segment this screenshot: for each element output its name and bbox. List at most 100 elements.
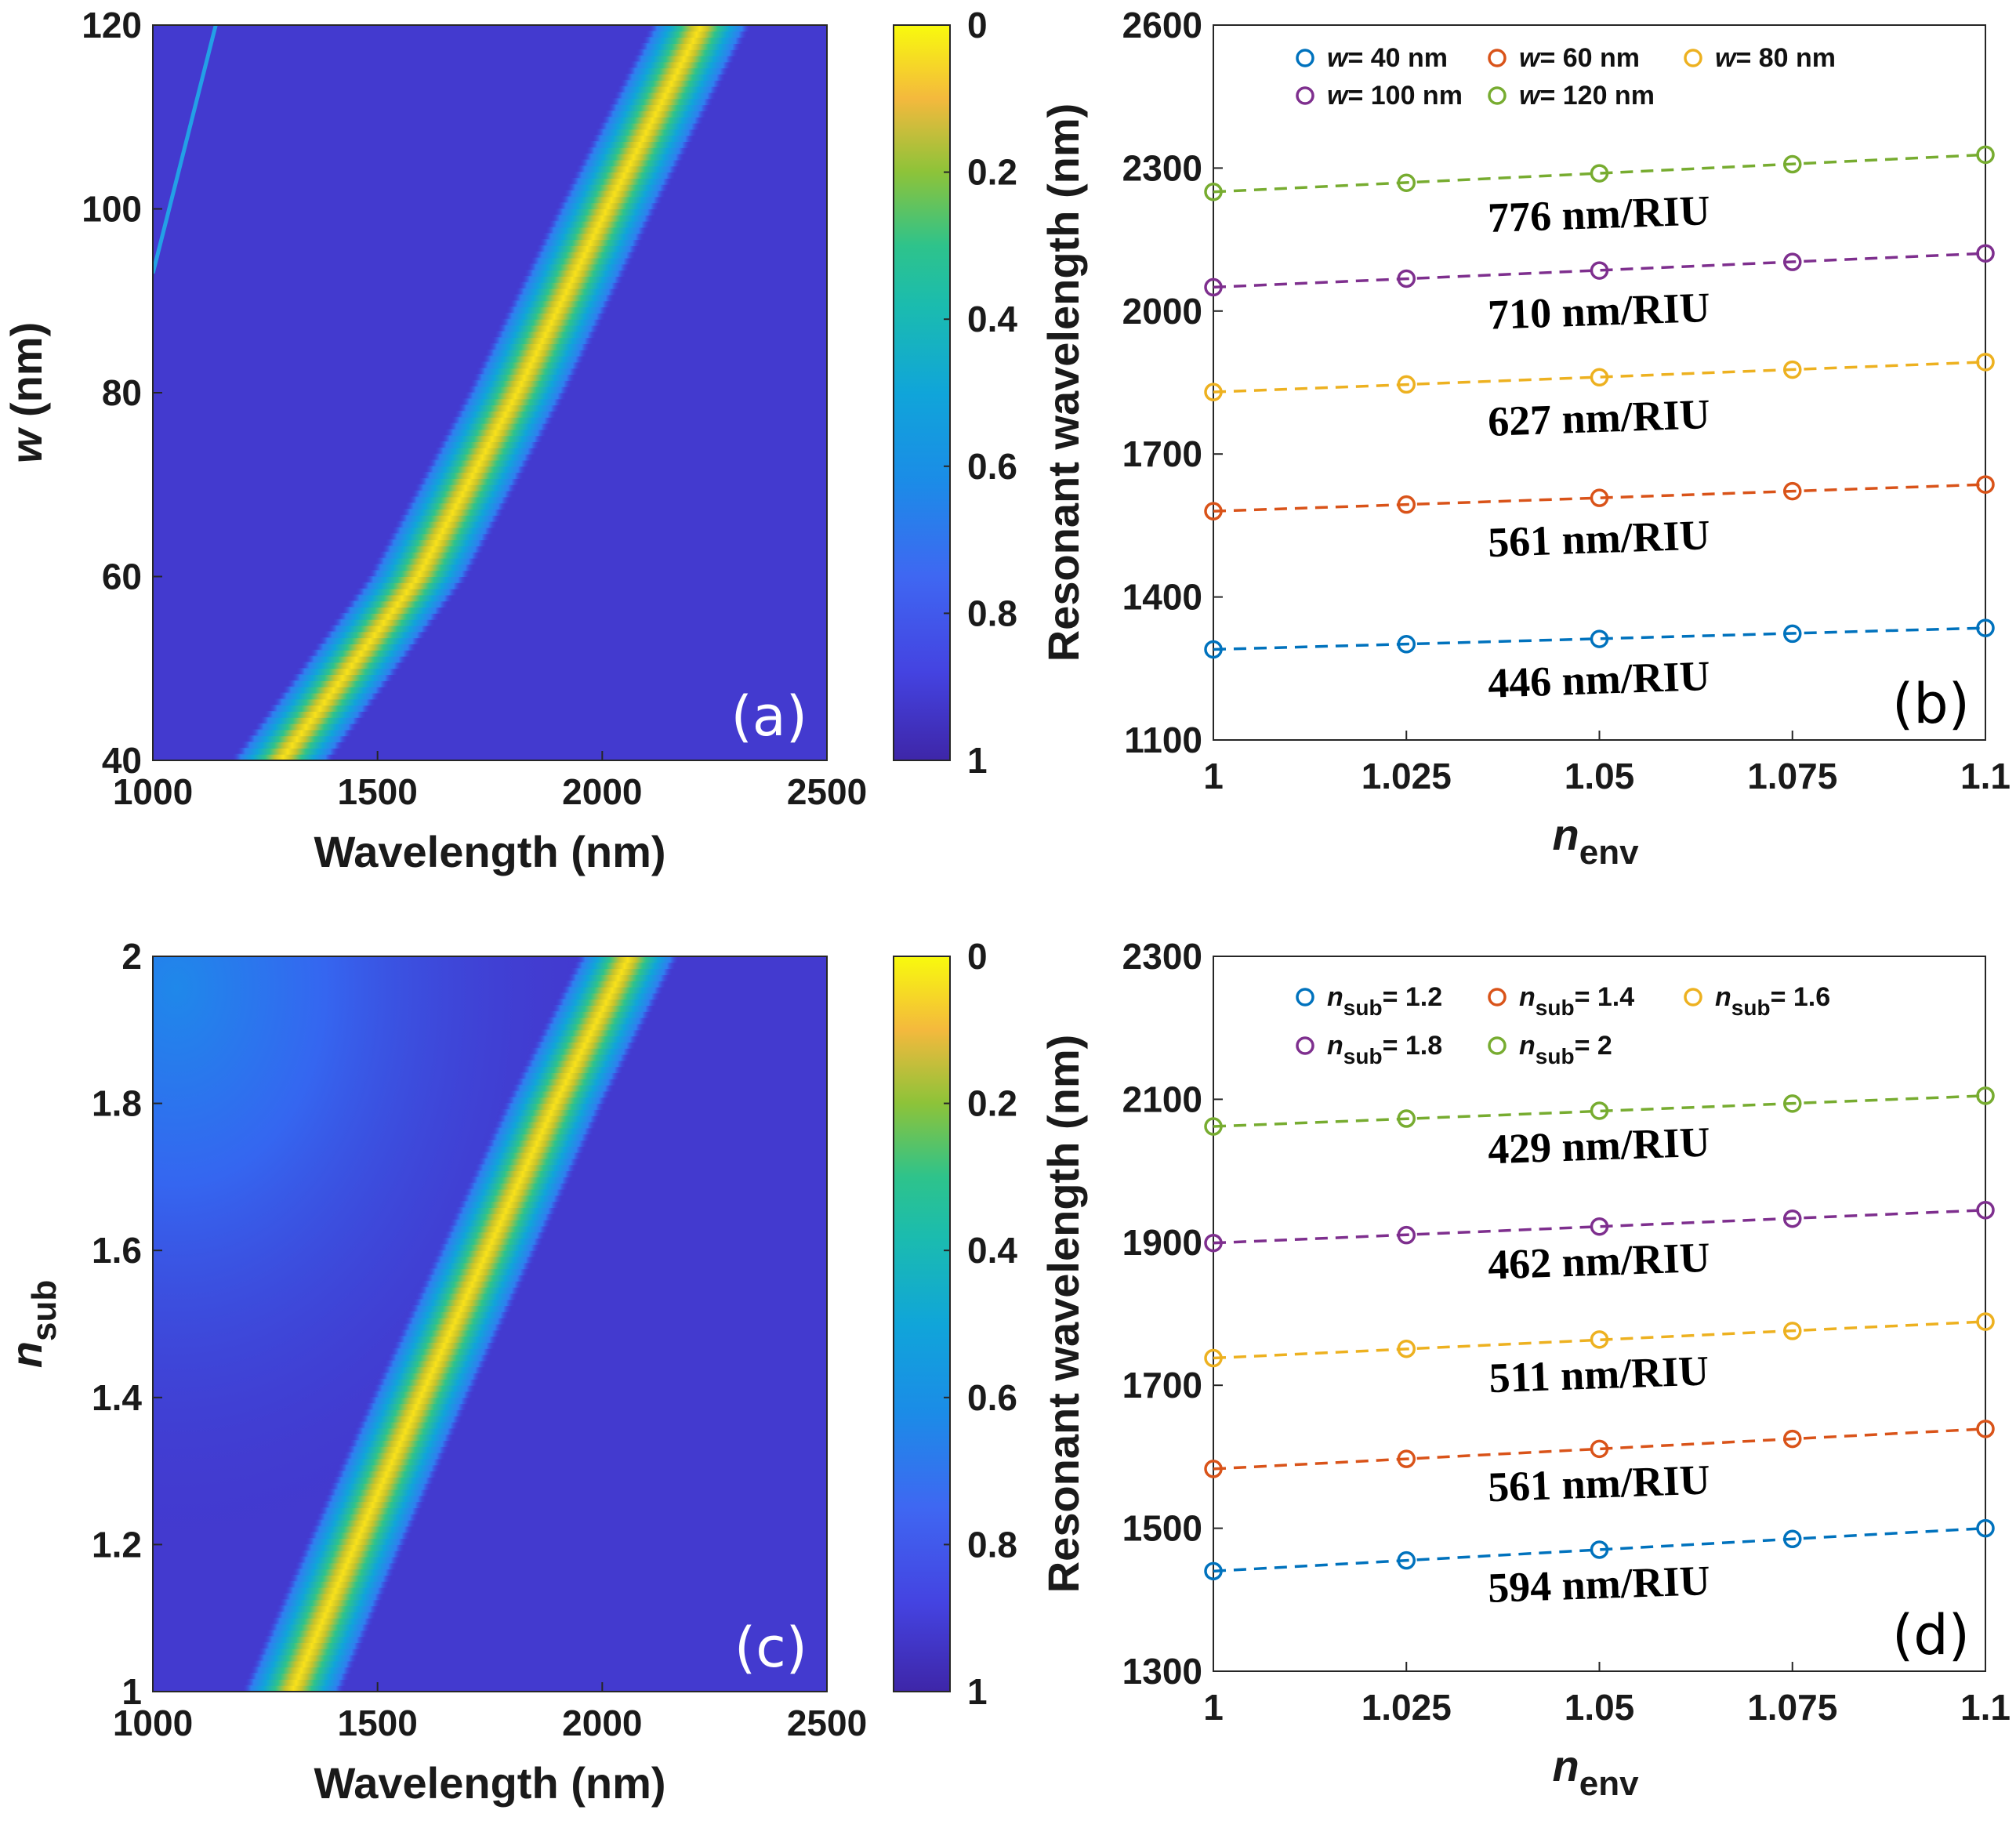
heatmap-ridge-strip	[419, 1286, 520, 1294]
heatmap-ridge-strip	[325, 1495, 426, 1503]
data-point	[1397, 269, 1416, 288]
heatmap-ridge-strip	[549, 220, 651, 228]
colorbar-tick-label: 1	[967, 1671, 988, 1712]
heatmap-ridge-strip	[322, 1501, 424, 1508]
slope-label: 710 nm/RIU	[1487, 284, 1710, 339]
heatmap-ridge-strip	[515, 1078, 617, 1086]
y-tick-label: 1.4	[92, 1377, 142, 1418]
heatmap-ridge-strip	[410, 1305, 512, 1312]
heatmap-ridge-strip	[500, 1108, 602, 1116]
data-point	[1976, 353, 1995, 372]
y-tick-label: 1400	[1122, 577, 1202, 618]
colorbar-tick-label: 1	[967, 740, 988, 781]
series-1: 561 nm/RIU	[1204, 1420, 1995, 1511]
heatmap-ridge-strip	[477, 368, 578, 375]
heatmap-ridge-strip	[491, 337, 593, 344]
y-axis-label: nsub	[2, 1280, 63, 1368]
heatmap-ridge-strip	[542, 233, 644, 241]
heatmap-ridge-strip	[438, 1243, 540, 1251]
heatmap-ridge-strip	[418, 477, 520, 485]
x-tick-label: 1.025	[1362, 1687, 1452, 1728]
series-0: 446 nm/RIU	[1204, 618, 1995, 707]
data-point	[1397, 375, 1416, 394]
heatmap-ridge-strip	[642, 37, 744, 44]
heatmap-ridge-strip	[452, 1213, 554, 1220]
series-4: 429 nm/RIU	[1204, 1086, 1995, 1173]
data-point	[1783, 1322, 1802, 1340]
heatmap-ridge-strip	[354, 1427, 456, 1435]
heatmap-ridge-strip	[319, 1507, 421, 1514]
heatmap-ridge-strip	[531, 257, 633, 265]
fit-line	[1213, 361, 1986, 394]
heatmap-ridge-strip	[371, 1391, 473, 1398]
heatmap-ridge-strip	[521, 1066, 623, 1074]
heatmap-panel-0: 1000 1500 2000 2500 40 60 80 100 120 Wavelength (…	[2, 5, 1017, 876]
heatmap-ridge-strip	[536, 245, 638, 252]
heatmap-ridge-strip	[497, 1115, 599, 1123]
fit-line	[1213, 1526, 1986, 1573]
panel-tag: (d)	[1892, 1603, 1970, 1667]
heatmap-ridge-strip	[396, 1336, 498, 1343]
legend-marker	[1488, 49, 1507, 67]
legend-label: w= 80 nm	[1715, 43, 1836, 73]
heatmap-ridge-strip	[463, 1188, 565, 1196]
heatmap-ridge-strip	[290, 1574, 392, 1582]
legend-label: nsub= 1.4	[1519, 982, 1634, 1020]
heatmap-ridge-strip	[473, 374, 575, 381]
heatmap-ridge-strip	[351, 594, 453, 602]
x-tick-label: 1.075	[1747, 756, 1837, 796]
legend-label: nsub= 2	[1519, 1031, 1612, 1068]
data-point	[1976, 618, 1995, 637]
heatmap-ridge-strip	[480, 1152, 582, 1159]
heatmap-ridge-strip	[564, 190, 665, 198]
heatmap-ridge-strip	[488, 343, 590, 350]
legend-label: w= 120 nm	[1519, 81, 1655, 111]
data-point	[1783, 1529, 1802, 1549]
legend-marker	[1296, 1036, 1314, 1055]
heatmap-ridge-strip	[356, 588, 458, 596]
data-point	[1590, 1101, 1609, 1120]
series-2: 627 nm/RIU	[1204, 353, 1995, 445]
legend-marker	[1296, 49, 1314, 67]
heatmap-ridge-strip	[461, 1195, 563, 1202]
heatmap-ridge-strip	[328, 625, 430, 633]
heatmap-ridge-strip	[372, 564, 474, 571]
data-point	[1397, 1109, 1416, 1128]
scatter-panel-1: 1 1.025 1.05 1.075 1.1 1100 1400 1700 2000 2300 26…	[1039, 5, 2011, 872]
data-point	[1976, 1518, 1995, 1538]
heatmap-ridge-strip	[430, 1262, 531, 1270]
heatmap-ridge-strip	[271, 1617, 373, 1625]
heatmap-ridge-strip	[601, 116, 703, 124]
heatmap-ridge-strip	[310, 649, 412, 657]
heatmap-ridge-strip	[482, 355, 584, 363]
heatmap-ridge-strip	[464, 392, 566, 400]
heatmap-ridge-strip	[408, 1311, 509, 1318]
heatmap-ridge-strip	[382, 545, 484, 553]
data-point	[1204, 277, 1223, 297]
data-point	[1976, 244, 1995, 263]
heatmap-ridge-strip	[485, 349, 587, 357]
legend-marker	[1488, 1036, 1507, 1055]
heatmap-ridge-strip	[483, 1145, 585, 1153]
heatmap-ridge-strip	[433, 1256, 535, 1264]
y-tick-label: 1.6	[92, 1230, 142, 1271]
legend-marker	[1296, 988, 1314, 1006]
heatmap-ridge-strip	[441, 435, 543, 443]
heatmap-ridge-strip	[361, 582, 462, 589]
heatmap-ridge-strip	[611, 98, 712, 106]
heatmap-content	[242, 956, 679, 1692]
heatmap-ridge-strip	[546, 1017, 647, 1025]
series-3: 710 nm/RIU	[1204, 244, 1995, 339]
slope-label: 561 nm/RIU	[1487, 511, 1710, 566]
heatmap-ridge-strip	[327, 1489, 429, 1496]
heatmap-ridge-strip	[277, 1605, 379, 1612]
heatmap-ridge-strip	[232, 753, 334, 760]
x-tick-label: 1000	[113, 1703, 193, 1743]
x-tick-label: 1.1	[1960, 756, 2011, 796]
heatmap-ridge-strip	[399, 1329, 501, 1337]
heatmap-ridge-strip	[398, 514, 500, 522]
data-point	[1590, 629, 1609, 648]
heatmap-faint-line	[153, 25, 218, 274]
heatmap-ridge-strip	[413, 1299, 515, 1307]
data-point	[1397, 495, 1416, 514]
